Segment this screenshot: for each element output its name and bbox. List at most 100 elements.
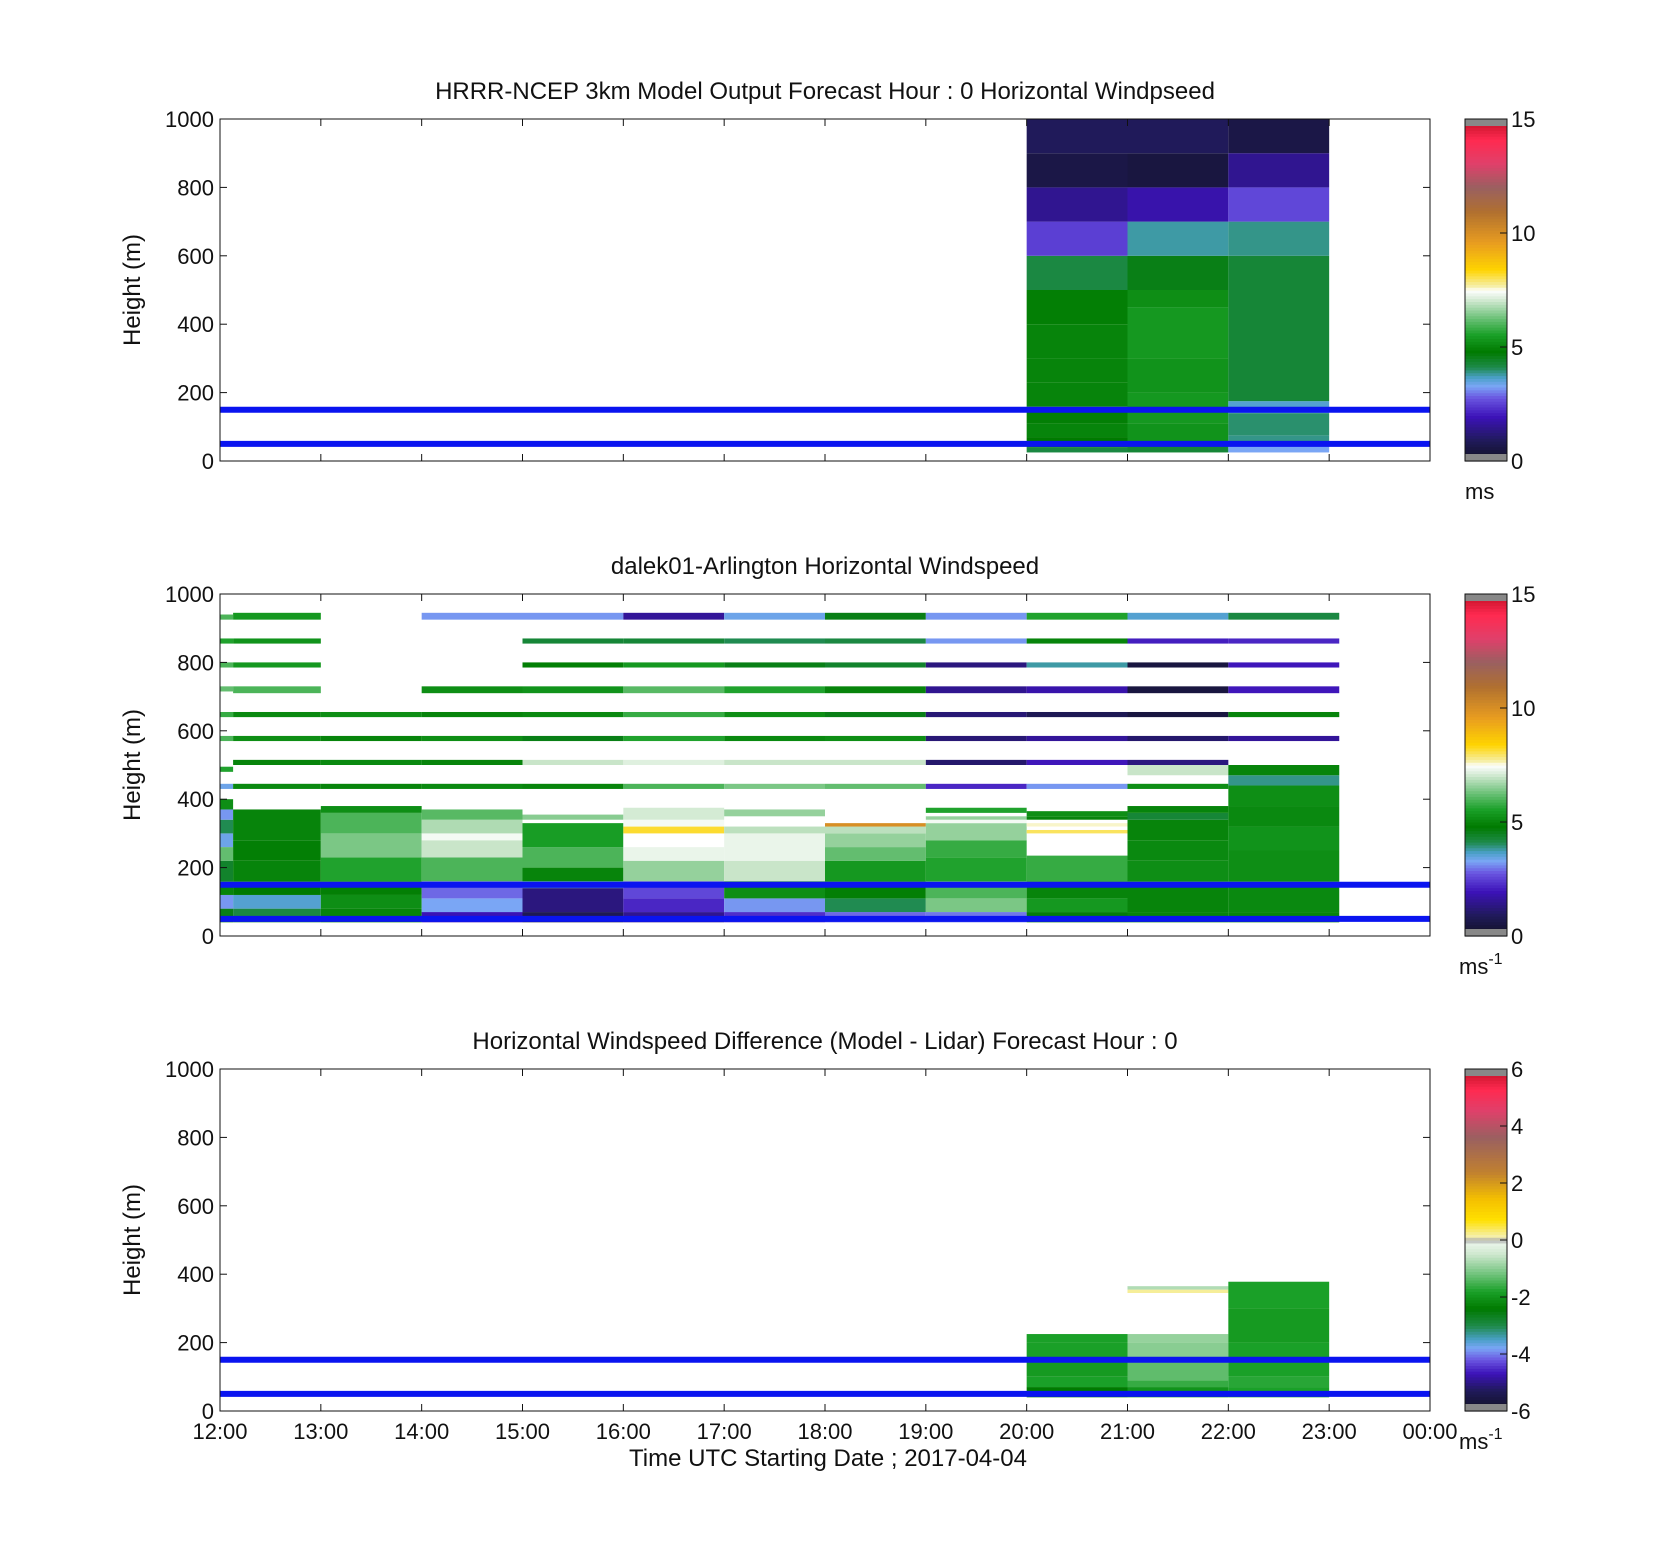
colorbar-segment <box>1465 193 1507 197</box>
heatmap-cell <box>1026 783 1128 789</box>
colorbar-segment <box>1465 719 1507 723</box>
colorbar-segment <box>1465 1376 1507 1381</box>
colorbar-segment <box>1465 1399 1507 1404</box>
colorbar-segment <box>1465 613 1507 618</box>
colorbar-segment <box>1465 421 1507 425</box>
colorbar-segment <box>1465 233 1507 237</box>
colorbar-segment <box>1465 195 1507 200</box>
heatmap-cell <box>522 711 624 718</box>
colorbar-segment <box>1465 321 1507 325</box>
heatmap-cell <box>1127 358 1229 393</box>
colorbar-tick-label: 10 <box>1511 696 1535 721</box>
colorbar-over-cap <box>1465 119 1507 126</box>
colorbar-segment <box>1465 662 1507 666</box>
colorbar-segment <box>1465 261 1507 265</box>
heatmap-cell <box>421 735 523 742</box>
colorbar-segment <box>1465 1208 1507 1213</box>
colorbar-segment <box>1465 659 1507 663</box>
colorbar-segment <box>1465 844 1507 849</box>
colorbar-segment <box>1465 762 1507 766</box>
heatmap-cell <box>825 860 926 882</box>
colorbar-segment <box>1465 1342 1507 1347</box>
heatmap-cell <box>220 894 234 909</box>
heatmap-cell <box>825 759 926 765</box>
heatmap-cell <box>1228 119 1330 154</box>
heatmap-cell <box>320 894 422 909</box>
colorbar-segment <box>1465 807 1507 812</box>
heatmap-cell <box>825 711 926 718</box>
colorbar-segment <box>1465 389 1507 394</box>
y-tick-label: 1000 <box>165 582 214 607</box>
heatmap-cell <box>1228 775 1340 786</box>
colorbar-segment <box>1465 1371 1507 1375</box>
heatmap-cell <box>1228 413 1330 436</box>
colorbar-segment <box>1465 1251 1507 1255</box>
heatmap-cell <box>925 638 1027 644</box>
heatmap-cell <box>623 847 725 861</box>
heatmap-cell <box>1127 307 1229 359</box>
colorbar-segment <box>1465 765 1507 769</box>
colorbar-segment <box>1465 213 1507 217</box>
colorbar-segment <box>1465 227 1507 231</box>
colorbar-segment <box>1465 141 1507 146</box>
colorbar-segment <box>1465 1271 1507 1275</box>
colorbar-segment <box>1465 144 1507 149</box>
colorbar-segment <box>1465 747 1507 752</box>
heatmap-cell <box>233 809 321 841</box>
colorbar-segment <box>1465 836 1507 840</box>
heatmap-cell <box>1127 1286 1229 1290</box>
heatmap-cell <box>320 806 422 813</box>
colorbar-segment <box>1465 366 1507 371</box>
heatmap-cell <box>825 735 926 742</box>
colorbar-segment <box>1465 1202 1507 1207</box>
heatmap-cell <box>724 662 825 668</box>
colorbar-segment <box>1465 281 1507 285</box>
colorbar-segment <box>1465 404 1507 408</box>
heatmap-cell <box>421 783 523 789</box>
colorbar-segment <box>1465 631 1507 635</box>
y-tick-label: 600 <box>177 1194 214 1219</box>
colorbar-segment <box>1465 315 1507 320</box>
heatmap-cell <box>623 735 725 742</box>
heatmap-cell <box>233 662 321 668</box>
x-tick-label: 18:00 <box>797 1419 852 1444</box>
heatmap-cell <box>233 711 321 718</box>
colorbar-segment <box>1465 633 1507 638</box>
colorbar-segment <box>1465 1171 1507 1176</box>
colorbar-segment <box>1465 693 1507 698</box>
colorbar-segment <box>1465 1279 1507 1284</box>
heatmap-cell <box>1026 1334 1128 1343</box>
colorbar-segment <box>1465 161 1507 166</box>
colorbar-segment <box>1465 1148 1507 1153</box>
heatmap-cell <box>1127 187 1229 222</box>
panel-windspeed-difference: Horizontal Windspeed Difference (Model -… <box>119 1028 1531 1454</box>
y-tick-label: 0 <box>202 924 214 949</box>
colorbar-segment <box>1465 1254 1507 1258</box>
colorbar-segment <box>1465 415 1507 419</box>
colorbar-segment <box>1465 682 1507 686</box>
colorbar-segment <box>1465 784 1507 789</box>
colorbar-over-cap <box>1465 1069 1507 1076</box>
colorbar-segment <box>1465 1339 1507 1344</box>
colorbar-segment <box>1465 324 1507 328</box>
colorbar-tick-label: 10 <box>1511 221 1535 246</box>
colorbar-segment <box>1465 1183 1507 1187</box>
colorbar-segment <box>1465 178 1507 183</box>
colorbar-segment <box>1465 816 1507 820</box>
y-tick-label: 1000 <box>165 107 214 132</box>
colorbar-segment <box>1465 913 1507 917</box>
heatmap-cell <box>623 826 725 834</box>
colorbar-segment <box>1465 608 1507 612</box>
heatmap-cell <box>421 833 523 841</box>
colorbar-segment <box>1465 1108 1507 1113</box>
colorbar-segment <box>1465 887 1507 891</box>
heatmap-cell <box>724 735 825 742</box>
colorbar-frame <box>1464 593 1508 937</box>
colorbar-segment <box>1465 1240 1507 1244</box>
y-tick-label: 0 <box>202 1399 214 1424</box>
colorbar-segment <box>1465 1265 1507 1270</box>
colorbar-segment <box>1465 1200 1507 1204</box>
colorbar-segment <box>1465 916 1507 920</box>
colorbar-segment <box>1465 673 1507 678</box>
heatmap-cell <box>421 711 523 718</box>
